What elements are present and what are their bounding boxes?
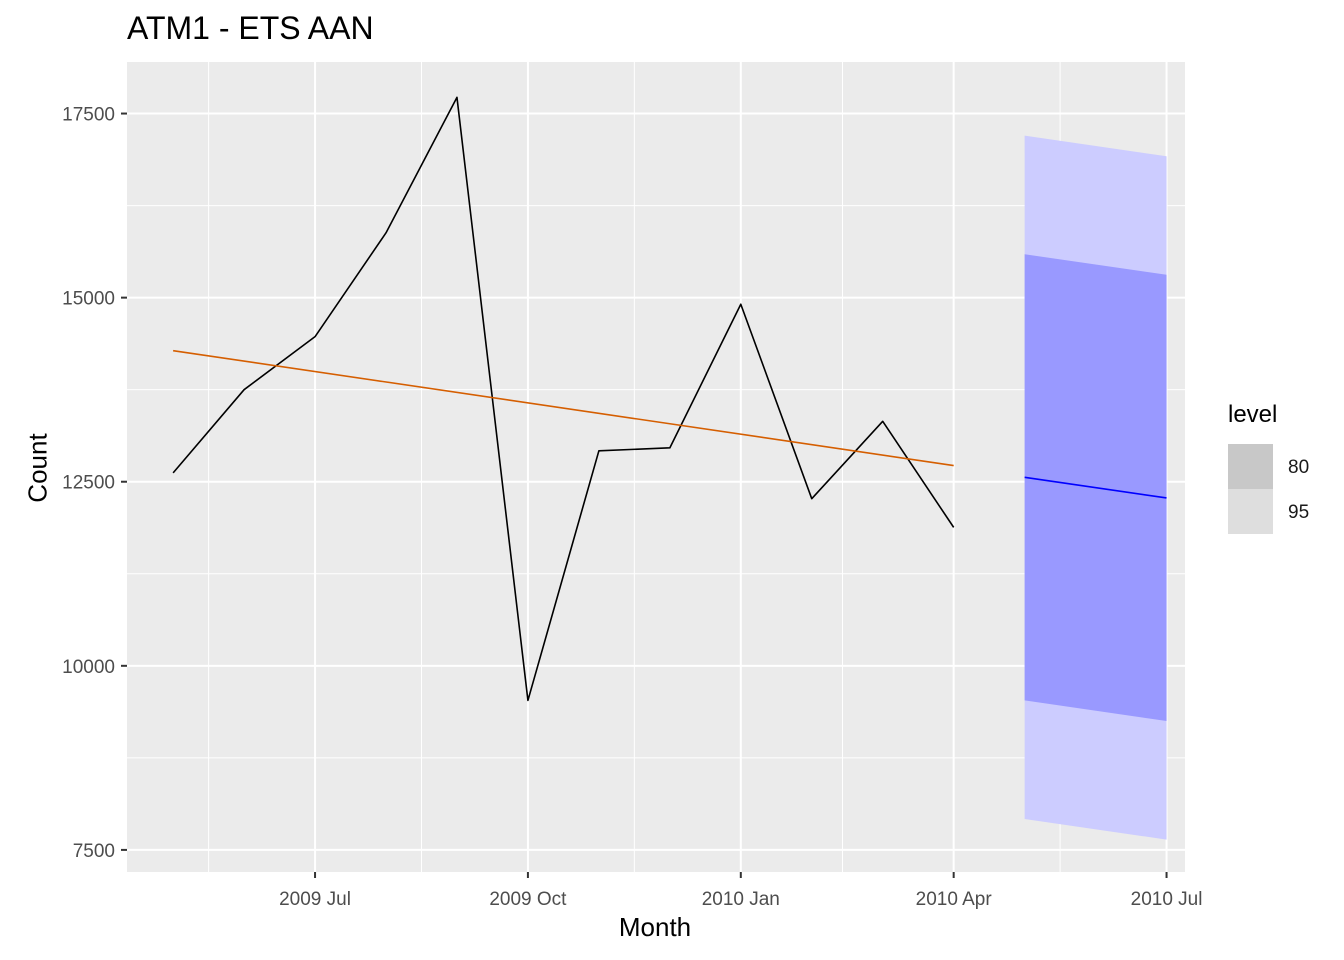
y-tick-label: 17500: [62, 105, 115, 126]
x-tick-label: 2009 Oct: [489, 889, 567, 910]
legend-label-95: 95: [1288, 502, 1310, 523]
plot-panel: [127, 62, 1185, 872]
y-tick-label: 12500: [62, 473, 115, 494]
legend-key-80: [1228, 444, 1273, 489]
forecast-mean-line: [1024, 476, 1167, 499]
x-axis-label: Month: [618, 912, 692, 942]
y-tick-label: 15000: [62, 289, 115, 310]
y-tick-label: 10000: [62, 657, 115, 678]
legend-label-80: 80: [1288, 457, 1310, 478]
x-tick-label: 2010 Jul: [1131, 889, 1203, 910]
y-axis-label: Count: [22, 433, 53, 503]
y-axis: 7500 10000 12500 15000 17500: [62, 105, 127, 862]
series-lines: [172, 96, 955, 702]
prediction-intervals: [1024, 135, 1167, 840]
x-tick-label: 2010 Apr: [916, 889, 993, 910]
x-tick-label: 2010 Jan: [702, 889, 780, 910]
legend-title: level: [1228, 401, 1278, 428]
y-tick-label: 7500: [73, 841, 115, 862]
observed-series-line: [172, 96, 955, 702]
fitted-trend-line: [173, 349, 954, 467]
x-axis: 2009 Jul 2009 Oct 2010 Jan 2010 Apr 2010 Jul: [279, 872, 1202, 910]
chart-title: ATM1 - ETS AAN: [127, 10, 374, 46]
x-tick-label: 2009 Jul: [279, 889, 351, 910]
legend-key-95: [1228, 489, 1273, 534]
